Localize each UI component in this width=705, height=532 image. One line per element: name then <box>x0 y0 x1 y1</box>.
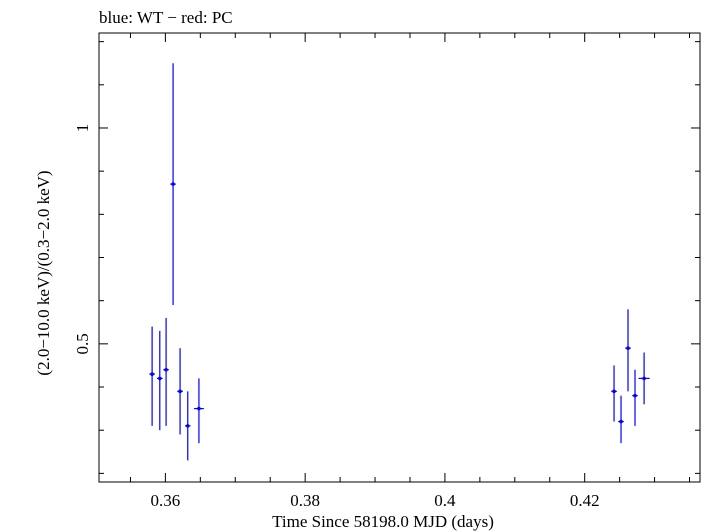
point-marker <box>150 372 154 376</box>
point-marker <box>171 182 175 186</box>
plot-frame <box>98 32 701 483</box>
point-marker <box>612 389 616 394</box>
data-point <box>170 63 176 305</box>
data-point <box>618 395 624 444</box>
x-axis-label: Time Since 58198.0 MJD (days) <box>272 512 494 531</box>
data-point <box>184 391 191 461</box>
y-tick-label: 1 <box>73 124 92 133</box>
x-tick-label: 0.38 <box>290 491 320 510</box>
point-marker <box>619 419 623 424</box>
data-point <box>157 330 163 431</box>
point-marker <box>185 424 190 428</box>
data-point <box>149 326 155 426</box>
data-point <box>638 352 650 405</box>
data-point <box>194 378 204 444</box>
data-points <box>149 63 650 461</box>
y-axis-label: (2.0−10.0 keV)/(0.3−2.0 keV) <box>34 170 53 375</box>
data-point <box>177 348 183 435</box>
y-axis: 0.51 <box>73 41 700 474</box>
x-tick-label: 0.36 <box>151 491 181 510</box>
data-point <box>611 365 617 422</box>
x-tick-label: 0.4 <box>434 491 456 510</box>
y-tick-label: 0.5 <box>73 333 92 354</box>
point-marker <box>197 406 201 411</box>
point-marker <box>157 376 162 381</box>
chart-title: blue: WT − red: PC <box>99 8 233 27</box>
point-marker <box>178 389 182 394</box>
data-point <box>625 309 631 392</box>
point-marker <box>164 367 168 372</box>
x-axis: 0.36 0.38 0.4 0.42 <box>129 33 691 510</box>
x-tick-label: 0.42 <box>570 491 600 510</box>
data-point <box>163 317 169 426</box>
point-marker <box>626 346 630 350</box>
point-marker <box>642 376 646 381</box>
data-point <box>632 369 638 426</box>
point-marker <box>633 393 637 398</box>
